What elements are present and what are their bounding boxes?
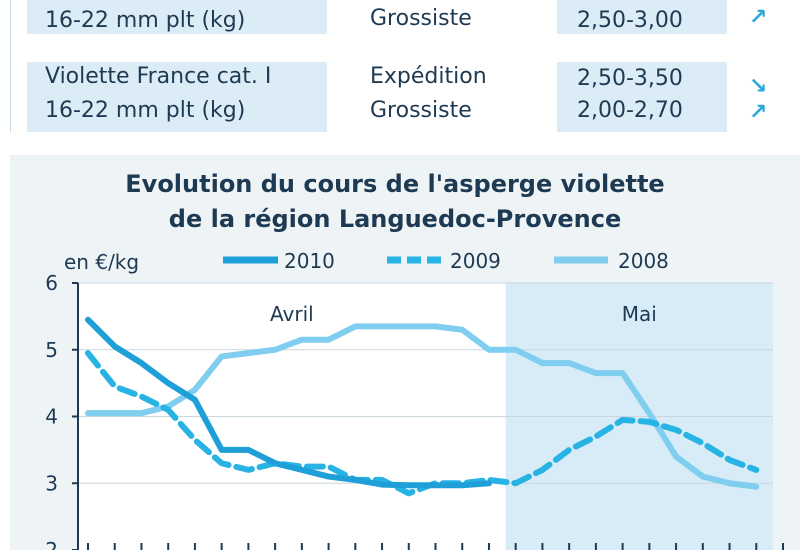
y-tick-label: 5 — [45, 338, 58, 362]
channel-label: Grossiste — [370, 98, 472, 123]
period-label-avril: Avril — [270, 302, 314, 326]
y-axis-label: en €/kg — [64, 250, 139, 274]
legend-label-2010: 2010 — [284, 249, 335, 273]
down-arrow-icon: ↘ — [749, 74, 768, 99]
y-tick-labels: 2 3 4 5 6 — [45, 271, 58, 554]
product-cell-bg — [27, 0, 327, 34]
product-label: 16-22 mm plt (kg) — [45, 8, 246, 33]
price-value: 2,00-2,70 — [577, 98, 683, 123]
legend-label-2008: 2008 — [618, 249, 669, 273]
product-label: Violette France cat. I — [45, 64, 272, 89]
price-chart: Evolution du cours de l'asperge violette… — [45, 170, 784, 554]
price-value: 2,50-3,00 — [577, 8, 683, 33]
y-tick-label: 4 — [45, 405, 58, 429]
legend: 2010 2009 2008 — [223, 249, 669, 273]
series-line-2008 — [85, 323, 760, 490]
table-row: 16-22 mm plt (kg) Grossiste 2,50-3,00 ↗ — [27, 0, 800, 34]
value-cell-bg — [557, 0, 727, 34]
up-arrow-icon: ↗ — [749, 100, 768, 125]
y-tick-label: 2 — [45, 538, 58, 550]
chart-title-line-2: de la région Languedoc-Provence — [169, 205, 621, 233]
channel-label: Grossiste — [370, 6, 472, 31]
axes — [77, 283, 784, 550]
up-arrow-icon: ↗ — [749, 5, 768, 30]
price-value: 2,50-3,50 — [577, 66, 683, 91]
product-label: 16-22 mm plt (kg) — [45, 98, 246, 123]
series-line-2009 — [85, 350, 760, 497]
table-row: Violette France cat. I 16-22 mm plt (kg)… — [27, 62, 800, 132]
chart-title-line-1: Evolution du cours de l'asperge violette — [125, 170, 664, 198]
chart-panel: Evolution du cours de l'asperge violette… — [10, 155, 800, 554]
channel-label: Expédition — [370, 64, 487, 89]
y-tick-label: 3 — [45, 471, 58, 495]
y-tick-label: 6 — [45, 271, 58, 295]
legend-label-2009: 2009 — [450, 249, 501, 273]
period-label-mai: Mai — [622, 302, 657, 326]
series-lines — [85, 316, 760, 497]
product-cell-bg — [27, 62, 327, 132]
value-cell-bg — [557, 62, 727, 132]
series-line-2010 — [85, 316, 492, 489]
price-table: 16-22 mm plt (kg) Grossiste 2,50-3,00 ↗ … — [10, 0, 800, 132]
